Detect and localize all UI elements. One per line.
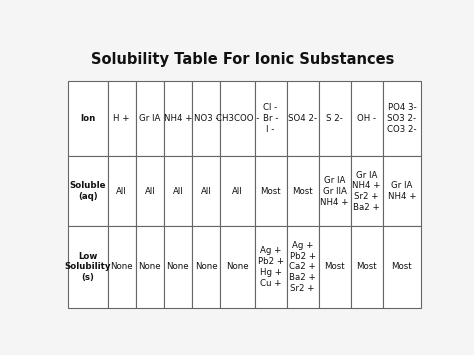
Bar xyxy=(383,157,421,226)
Bar xyxy=(108,81,136,157)
Text: None: None xyxy=(166,262,189,272)
Bar xyxy=(68,81,108,157)
Bar xyxy=(383,226,421,308)
Bar xyxy=(136,81,164,157)
Text: Gr IA
Gr IIA
NH4 +: Gr IA Gr IIA NH4 + xyxy=(320,176,349,207)
Text: Gr IA
NH4 +
Sr2 +
Ba2 +: Gr IA NH4 + Sr2 + Ba2 + xyxy=(353,171,381,212)
Text: All: All xyxy=(201,187,211,196)
Bar xyxy=(351,81,383,157)
Text: Most: Most xyxy=(324,262,345,272)
Text: S 2-: S 2- xyxy=(326,114,343,123)
Bar xyxy=(255,226,287,308)
Text: NH4 +: NH4 + xyxy=(164,114,192,123)
Text: All: All xyxy=(116,187,127,196)
Bar xyxy=(108,226,136,308)
Text: None: None xyxy=(110,262,133,272)
Bar xyxy=(164,226,192,308)
Bar xyxy=(220,226,255,308)
Bar xyxy=(287,157,319,226)
Bar xyxy=(164,81,192,157)
Text: OH -: OH - xyxy=(357,114,376,123)
Text: Gr IA: Gr IA xyxy=(139,114,160,123)
Text: NO3 -: NO3 - xyxy=(194,114,219,123)
Text: CH3COO -: CH3COO - xyxy=(216,114,259,123)
Bar xyxy=(220,81,255,157)
Text: All: All xyxy=(173,187,183,196)
Text: SO4 2-: SO4 2- xyxy=(288,114,317,123)
Text: Low
Solubility
(s): Low Solubility (s) xyxy=(65,252,111,282)
Text: Ag +
Pb2 +
Ca2 +
Ba2 +
Sr2 +: Ag + Pb2 + Ca2 + Ba2 + Sr2 + xyxy=(289,241,316,293)
Text: Most: Most xyxy=(260,187,281,196)
Text: None: None xyxy=(195,262,218,272)
Text: Most: Most xyxy=(356,262,377,272)
Text: Solubility Table For Ionic Substances: Solubility Table For Ionic Substances xyxy=(91,52,395,67)
Bar xyxy=(255,157,287,226)
Bar xyxy=(319,226,351,308)
Bar xyxy=(255,81,287,157)
Bar xyxy=(319,157,351,226)
Bar xyxy=(136,226,164,308)
Text: Most: Most xyxy=(392,262,412,272)
Bar xyxy=(192,226,220,308)
Text: PO4 3-
SO3 2-
CO3 2-: PO4 3- SO3 2- CO3 2- xyxy=(387,103,417,134)
Bar xyxy=(220,157,255,226)
Bar xyxy=(287,226,319,308)
Text: Gr IA
NH4 +: Gr IA NH4 + xyxy=(388,181,416,201)
Bar xyxy=(319,81,351,157)
Text: Most: Most xyxy=(292,187,313,196)
Text: None: None xyxy=(138,262,161,272)
Text: None: None xyxy=(226,262,249,272)
Bar xyxy=(108,157,136,226)
Bar xyxy=(192,81,220,157)
Text: Ion: Ion xyxy=(81,114,96,123)
Text: Ag +
Pb2 +
Hg +
Cu +: Ag + Pb2 + Hg + Cu + xyxy=(257,246,283,288)
Bar xyxy=(351,226,383,308)
Bar xyxy=(68,226,108,308)
Text: Soluble
(aq): Soluble (aq) xyxy=(70,181,106,201)
Text: All: All xyxy=(145,187,155,196)
Bar xyxy=(68,157,108,226)
Bar xyxy=(383,81,421,157)
Bar xyxy=(136,157,164,226)
Text: All: All xyxy=(232,187,243,196)
Bar xyxy=(164,157,192,226)
Text: Cl -
Br -
I -: Cl - Br - I - xyxy=(263,103,278,134)
Bar xyxy=(192,157,220,226)
Text: H +: H + xyxy=(113,114,130,123)
Bar xyxy=(351,157,383,226)
Bar xyxy=(287,81,319,157)
